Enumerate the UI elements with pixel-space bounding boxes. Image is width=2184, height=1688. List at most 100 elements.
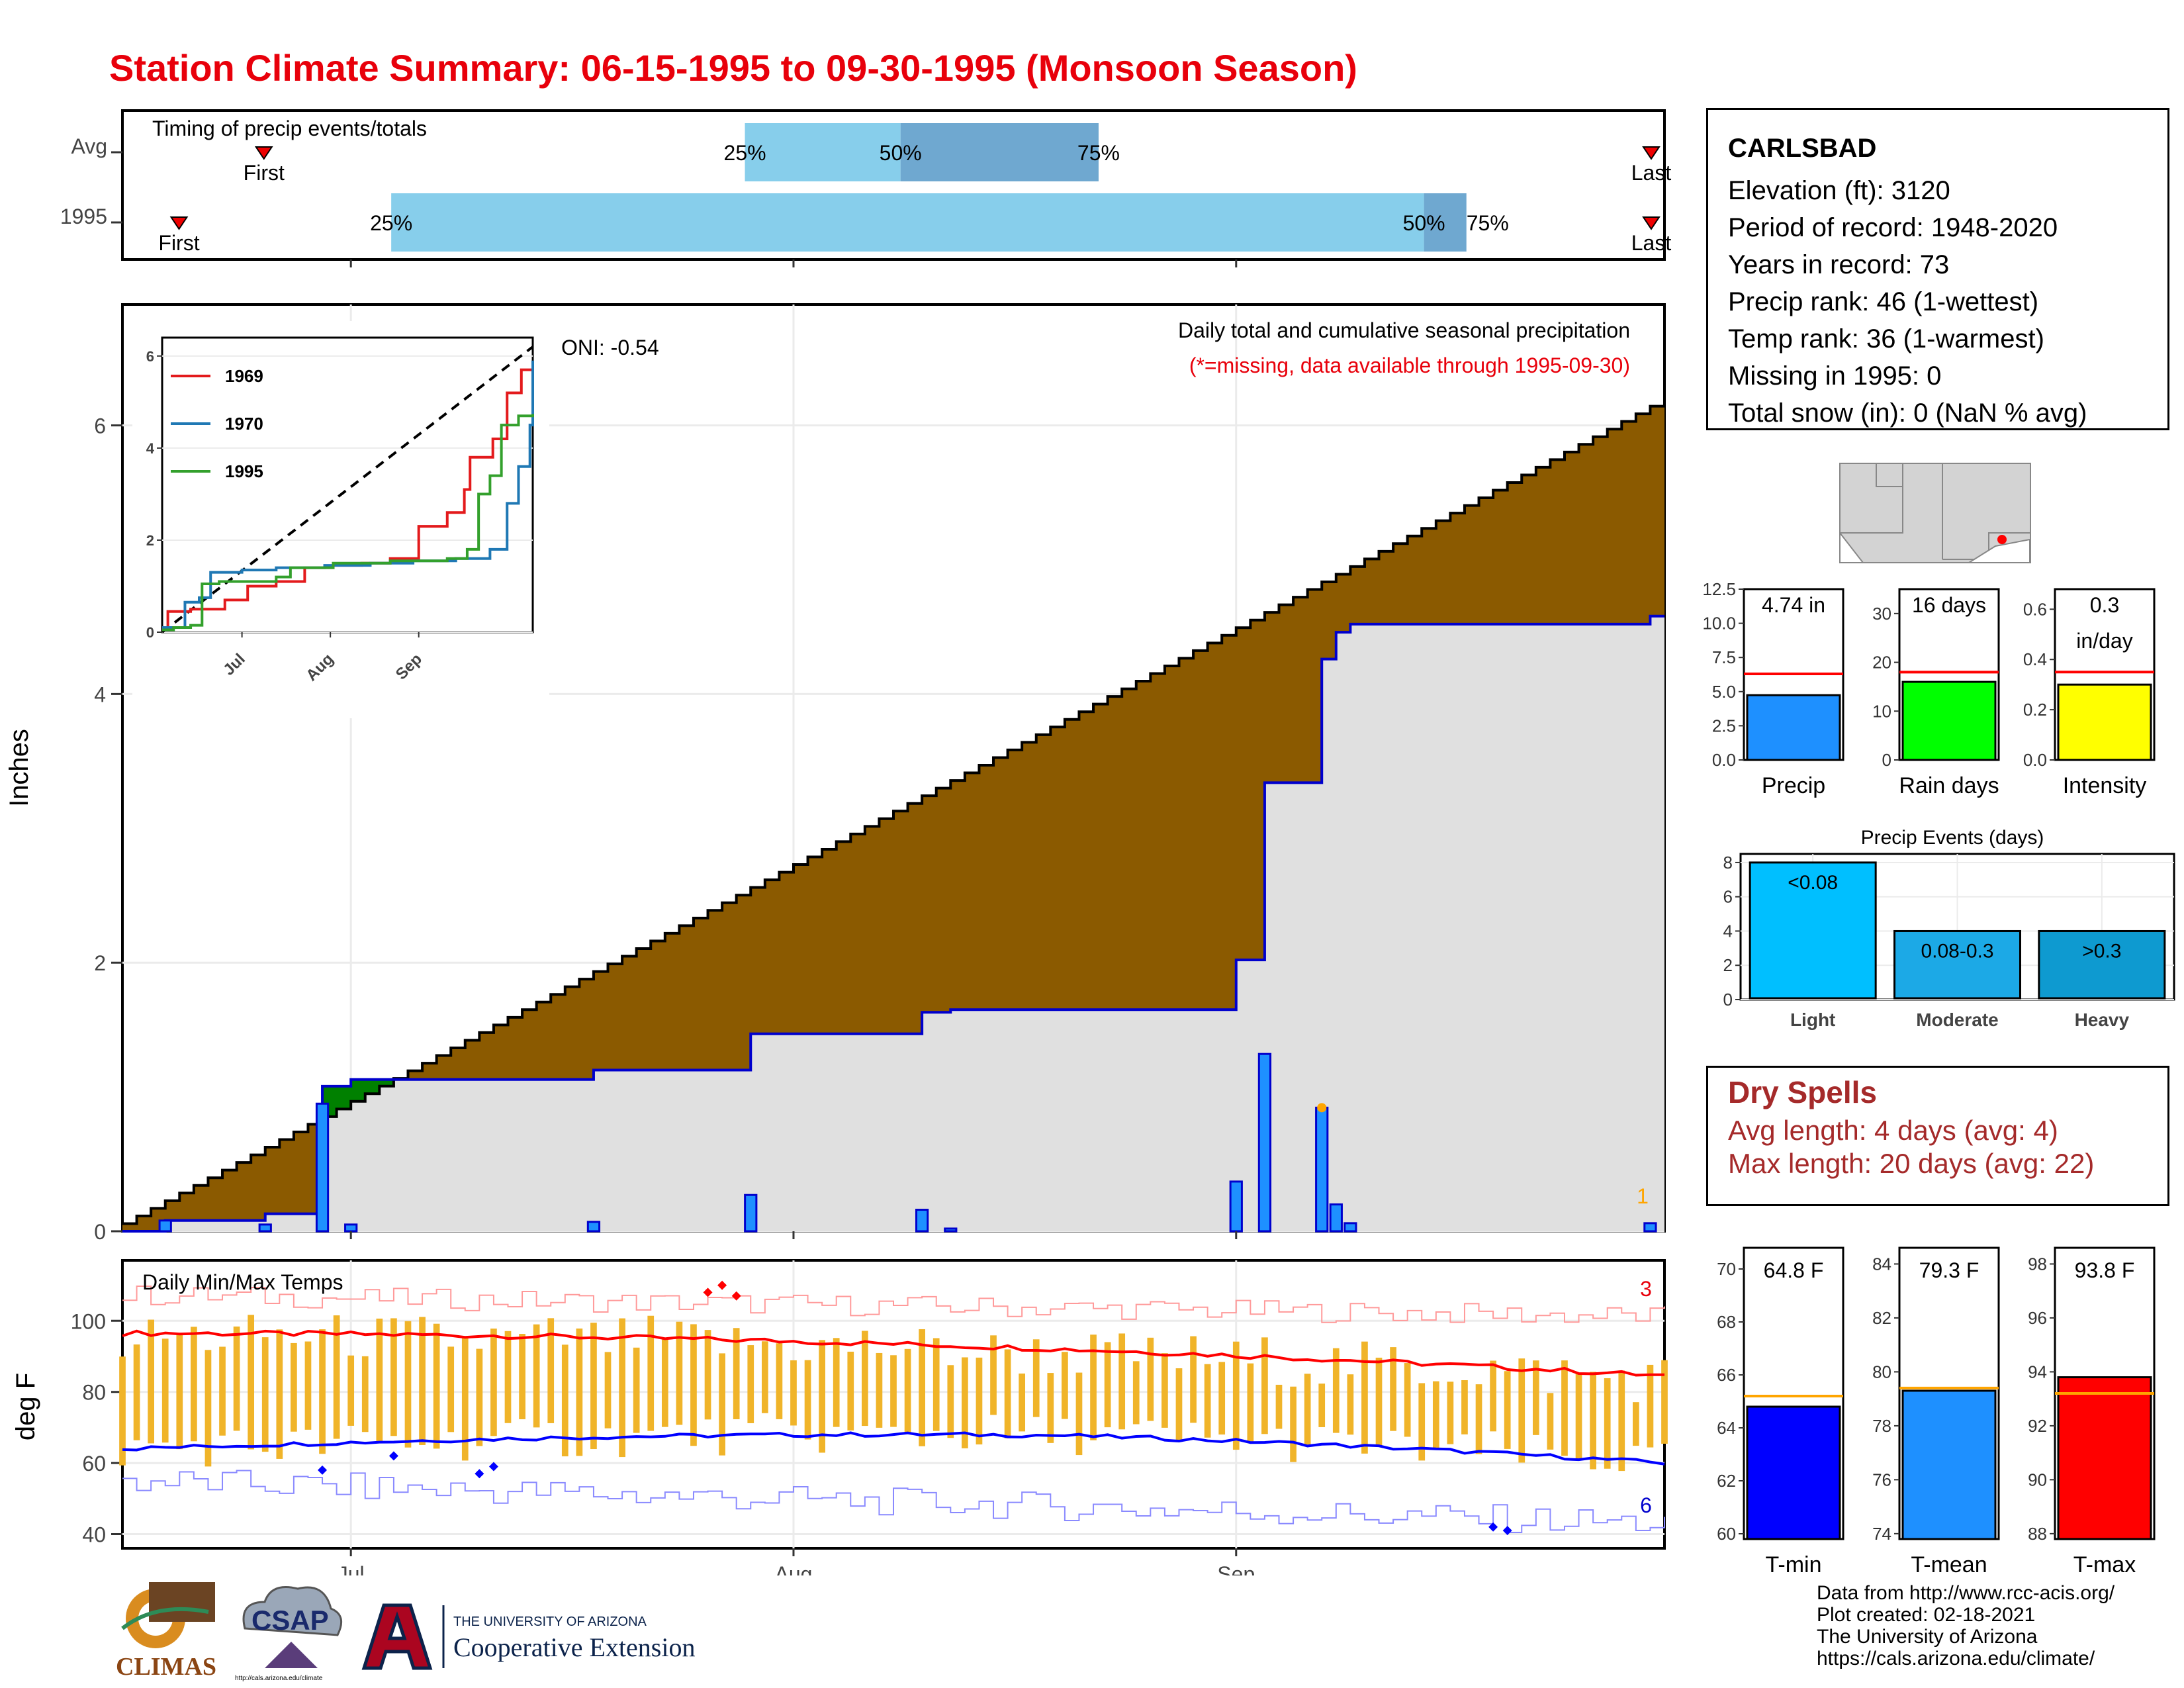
temp-daily-range-bar-66	[1062, 1352, 1068, 1419]
temp-daily-range-bar-72	[1147, 1337, 1154, 1421]
temp-summary-ytick-label-0-1: 62	[1717, 1471, 1736, 1491]
temp-daily-range-bar-46	[776, 1343, 783, 1419]
precip-summary-ytick-label-2-1: 0.2	[2023, 700, 2047, 720]
temp-summary-ytick-label-0-4: 68	[1717, 1312, 1736, 1332]
station-period: Period of record: 1948-2020	[1728, 213, 2058, 242]
temp-daily-range-bar-52	[861, 1331, 868, 1427]
temp-xtick-label-1: Aug	[775, 1562, 813, 1575]
temp-daily-range-bar-18	[376, 1318, 383, 1441]
temp-daily-range-bar-29	[533, 1324, 540, 1428]
precip-events-bar-0	[1749, 861, 1877, 1000]
temperature-count-low: 6	[1640, 1493, 1652, 1517]
temp-summary-ytick-label-0-0: 60	[1717, 1524, 1736, 1544]
temp-daily-range-bar-95	[1475, 1384, 1482, 1454]
daily-precip-bar-5	[744, 1194, 758, 1233]
cumulative-observed-area	[122, 616, 1664, 1231]
precip-events-chart: 0 2 4 6 8 <0.08 Light 0.08-0.3 Moderate >0.3 Heavy…	[1723, 827, 2175, 1030]
temp-daily-range-bar-65	[1047, 1373, 1054, 1443]
temp-daily-range-bar-57	[933, 1338, 940, 1431]
temp-avg-high-line	[122, 1329, 1665, 1377]
temp-daily-range-bar-25	[476, 1348, 483, 1446]
temp-daily-range-bar-49	[819, 1340, 825, 1453]
temp-summary-ytick-label-2-1: 90	[2028, 1470, 2047, 1489]
temp-summary-ytick-label-1-2: 78	[1872, 1416, 1891, 1436]
temp-daily-range-bar-62	[1004, 1349, 1011, 1438]
temperature-summary-chart: 60 62 64 66 68 70 64.8 F T-min 74 76 78 80 82 84 79.3 …	[1717, 1246, 2156, 1577]
temp-daily-range-bar-10	[261, 1337, 269, 1452]
temp-daily-range-bar-33	[590, 1323, 597, 1450]
temp-daily-range-bar-5	[191, 1327, 197, 1442]
cumulative-count: 1	[1637, 1184, 1649, 1208]
inset-legend-label-1970: 1970	[225, 414, 263, 434]
temp-daily-range-bar-104	[1604, 1378, 1611, 1469]
temp-summary-bar-2	[2057, 1376, 2152, 1540]
temp-ytick-label-1: 60	[82, 1452, 106, 1476]
precip-summary-ytick-label-0-2: 5.0	[1712, 682, 1736, 702]
precip-summary-category-1: Rain days	[1899, 773, 1999, 798]
temp-daily-range-bar-101	[1561, 1360, 1568, 1456]
precip-summary-chart: 0.0 2.5 5.0 7.5 10.0 12.5 4.74 in Precip 0 10 20 30…	[1702, 579, 2156, 798]
precip-events-ytick-label-1: 2	[1723, 955, 1733, 975]
cumulative-ylabel: Inches	[5, 729, 34, 807]
temp-daily-range-bar-74	[1175, 1368, 1183, 1442]
timing-label-avg-q25: 25%	[724, 141, 766, 165]
temp-summary-category-1: T-mean	[1911, 1552, 1987, 1577]
credit-data-source: Data from http://www.rcc-acis.org/	[1817, 1582, 2115, 1604]
temp-summary-ytick-label-2-0: 88	[2028, 1524, 2047, 1544]
temp-daily-range-bar-56	[919, 1329, 926, 1446]
timing-first-marker-avg	[254, 146, 273, 160]
daily-precip-bar-11	[1329, 1203, 1343, 1233]
station-years: Years in record: 73	[1728, 250, 1950, 279]
temp-record-low-marker-2	[475, 1469, 484, 1479]
temp-daily-range-bar-38	[661, 1339, 668, 1427]
temp-daily-range-bar-88	[1375, 1357, 1383, 1447]
dry-spells-heading: Dry Spells	[1728, 1075, 1877, 1109]
temperature-count-high: 3	[1640, 1277, 1652, 1301]
temp-daily-range-bar-2	[148, 1319, 155, 1444]
temp-summary-bar-0	[1746, 1405, 1841, 1540]
temp-daily-range-bar-106	[1632, 1402, 1639, 1446]
temp-record-low-marker-1	[388, 1451, 398, 1461]
temp-daily-range-bar-40	[690, 1324, 697, 1446]
inset-series-1995	[162, 414, 534, 632]
daily-precip-bar-4	[586, 1221, 601, 1233]
precip-events-bar-label-0: <0.08	[1788, 872, 1838, 894]
precip-summary-category-2: Intensity	[2063, 773, 2147, 798]
temp-daily-range-bar-35	[619, 1318, 625, 1458]
temperature-chart: 40 60 80 100 Jul Aug Sep Daily Min/Max Temps d…	[11, 1259, 1668, 1575]
climas-logo: CLIMAS	[116, 1582, 216, 1681]
temp-daily-range-bar-64	[1032, 1339, 1040, 1417]
cumulative-observed-line	[122, 614, 1664, 1233]
temp-daily-range-bar-78	[1232, 1341, 1240, 1450]
temp-daily-range-bar-9	[248, 1315, 255, 1450]
temp-daily-range-bar-107	[1647, 1364, 1654, 1448]
timing-bar-1995-q50-q75	[1424, 193, 1467, 252]
temp-daily-range-bar-108	[1661, 1360, 1668, 1444]
temp-record-low-line	[122, 1470, 1665, 1533]
precip-summary-ytick-label-0-0: 0.0	[1712, 750, 1736, 770]
temp-daily-range-bar-23	[447, 1346, 455, 1432]
temp-daily-range-bar-82	[1290, 1386, 1297, 1462]
temp-daily-range-bar-54	[890, 1355, 897, 1427]
temp-daily-range-bar-26	[490, 1329, 497, 1436]
temp-daily-range-bar-3	[161, 1338, 169, 1443]
temp-daily-range-bar-103	[1590, 1372, 1596, 1470]
precip-summary-ytick-label-2-0: 0.0	[2023, 750, 2047, 770]
temp-summary-ytick-label-1-0: 74	[1872, 1524, 1891, 1544]
precip-summary-ytick-label-2-3: 0.6	[2023, 599, 2047, 619]
climas-logo-text: CLIMAS	[116, 1653, 216, 1681]
temp-daily-range-bar-70	[1118, 1333, 1126, 1430]
locator-map	[1839, 463, 2031, 563]
temp-xtick-label-2: Sep	[1217, 1562, 1255, 1575]
inset-ytick-label-3: 6	[146, 348, 154, 365]
timing-bar-avg-q50-q75	[900, 123, 1099, 181]
timing-label-avg-q50: 50%	[880, 141, 922, 165]
precip-events-category-2: Heavy	[2075, 1009, 2130, 1030]
cumulative-ytick-label-2: 4	[94, 682, 106, 706]
temp-daily-range-bar-39	[676, 1321, 683, 1425]
temp-daily-range-bar-87	[1361, 1341, 1368, 1454]
inset-ytick-label-1: 2	[146, 532, 154, 549]
temp-daily-range-bar-61	[990, 1335, 997, 1415]
temp-daily-range-bar-13	[304, 1341, 312, 1430]
temp-daily-range-bar-32	[576, 1328, 583, 1456]
